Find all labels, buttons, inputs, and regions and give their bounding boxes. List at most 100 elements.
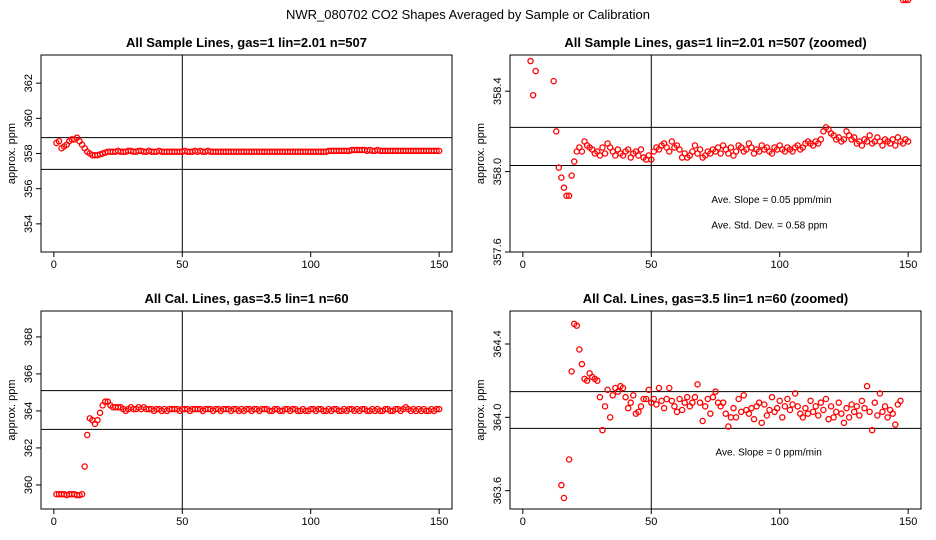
data-point bbox=[704, 395, 712, 403]
data-point bbox=[781, 403, 789, 410]
data-point bbox=[820, 406, 827, 414]
data-point bbox=[433, 405, 440, 413]
panel-title: All Cal. Lines, gas=3.5 lin=1 n=60 bbox=[144, 291, 348, 306]
data-point bbox=[740, 392, 748, 399]
y-axis-label: approx. ppm bbox=[6, 379, 18, 440]
data-point bbox=[761, 401, 768, 408]
data-point bbox=[578, 148, 586, 155]
data-point bbox=[897, 397, 904, 405]
y-tick-label: 358.0 bbox=[492, 158, 504, 186]
data-point bbox=[570, 158, 578, 165]
y-tick-label: 360 bbox=[23, 109, 35, 127]
data-point bbox=[94, 416, 101, 424]
data-point bbox=[735, 395, 742, 403]
data-point bbox=[563, 192, 570, 199]
data-point bbox=[560, 184, 568, 191]
data-point bbox=[673, 408, 681, 416]
data-point bbox=[596, 393, 604, 401]
data-point bbox=[822, 395, 830, 403]
x-tick-label: 100 bbox=[302, 516, 320, 528]
data-point bbox=[691, 393, 699, 401]
data-point bbox=[596, 152, 604, 159]
data-point bbox=[804, 410, 812, 417]
x-tick-label: 50 bbox=[176, 259, 188, 271]
data-point bbox=[779, 414, 786, 421]
data-point bbox=[624, 146, 632, 153]
data-point bbox=[614, 388, 622, 395]
data-point bbox=[858, 142, 866, 149]
data-point bbox=[101, 398, 109, 405]
data-point bbox=[678, 406, 686, 414]
data-point bbox=[861, 404, 868, 412]
data-point bbox=[763, 412, 771, 419]
data-point bbox=[727, 144, 735, 151]
data-point bbox=[676, 146, 683, 153]
data-point bbox=[768, 393, 776, 401]
data-point bbox=[840, 419, 848, 427]
data-point bbox=[732, 414, 740, 421]
data-point bbox=[668, 397, 676, 405]
data-point bbox=[709, 393, 717, 401]
data-point bbox=[722, 410, 730, 417]
data-point bbox=[812, 403, 819, 410]
data-point bbox=[773, 404, 781, 412]
data-point bbox=[809, 408, 817, 416]
y-tick-label: 364 bbox=[23, 402, 35, 420]
panel-title: All Sample Lines, gas=1 lin=2.01 n=507 (… bbox=[564, 35, 866, 50]
x-tick-label: 50 bbox=[645, 516, 657, 528]
data-point bbox=[650, 395, 658, 403]
data-point bbox=[599, 426, 606, 434]
x-tick-label: 50 bbox=[176, 516, 188, 528]
data-point bbox=[727, 414, 735, 421]
y-tick-label: 358.4 bbox=[492, 77, 504, 105]
data-point bbox=[874, 412, 881, 419]
plot-frame bbox=[509, 54, 922, 253]
data-point bbox=[856, 412, 863, 419]
data-point bbox=[827, 403, 835, 410]
data-point bbox=[630, 392, 637, 399]
data-point bbox=[689, 399, 696, 406]
data-point bbox=[884, 414, 891, 421]
x-tick-label: 150 bbox=[899, 516, 917, 528]
data-point bbox=[730, 404, 737, 412]
data-point bbox=[863, 382, 871, 390]
x-tick-label: 100 bbox=[302, 259, 320, 271]
data-point bbox=[858, 397, 866, 405]
data-point bbox=[435, 147, 443, 155]
y-axis-label: approx. ppm bbox=[475, 379, 487, 440]
data-point bbox=[653, 401, 660, 408]
data-point bbox=[666, 148, 673, 155]
data-point bbox=[529, 91, 537, 99]
chart-panel-2: All Sample Lines, gas=1 lin=2.01 n=507 (… bbox=[475, 35, 922, 271]
data-point bbox=[871, 399, 879, 406]
data-point bbox=[902, 0, 909, 4]
data-point bbox=[786, 406, 794, 414]
data-point bbox=[640, 395, 647, 403]
chart-panel-4: All Cal. Lines, gas=3.5 lin=1 n=60 (zoom… bbox=[475, 0, 922, 528]
x-tick-label: 100 bbox=[771, 516, 789, 528]
data-point bbox=[866, 132, 873, 139]
data-point bbox=[843, 404, 850, 412]
data-point bbox=[83, 431, 91, 439]
y-tick-label: 366 bbox=[23, 365, 35, 383]
y-tick-label: 362 bbox=[23, 74, 35, 92]
data-point bbox=[835, 399, 843, 406]
data-point bbox=[612, 152, 619, 159]
x-tick-label: 50 bbox=[645, 259, 657, 271]
data-point bbox=[637, 146, 645, 153]
data-point bbox=[560, 494, 568, 502]
data-point bbox=[889, 136, 896, 143]
data-point bbox=[601, 403, 609, 410]
data-point bbox=[558, 481, 565, 489]
y-tick-label: 364.0 bbox=[492, 404, 504, 432]
data-point bbox=[558, 174, 565, 181]
data-point bbox=[791, 390, 799, 397]
data-point bbox=[750, 415, 758, 423]
annotation-text: Ave. Slope = 0.05 ppm/min bbox=[711, 195, 831, 206]
data-point bbox=[635, 408, 642, 416]
data-point bbox=[642, 395, 650, 403]
data-point bbox=[717, 150, 724, 157]
data-point bbox=[817, 136, 825, 143]
x-tick-label: 0 bbox=[51, 516, 57, 528]
chart-panel-3: All Cal. Lines, gas=3.5 lin=1 n=60 0 50 100… bbox=[6, 291, 453, 528]
